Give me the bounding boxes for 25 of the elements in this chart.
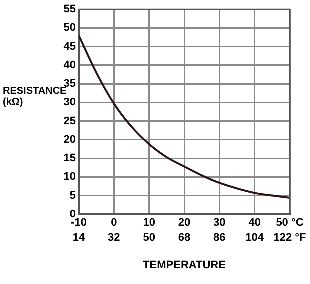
x-tick-label: 30 bbox=[214, 217, 226, 230]
x-tick-label: 10 bbox=[143, 217, 156, 230]
y-tick-label: 45 bbox=[64, 40, 76, 53]
x-tick-label: 40 bbox=[248, 217, 261, 230]
y-tick-label: 25 bbox=[64, 115, 76, 128]
x-axis-title: TEMPERATURE bbox=[143, 259, 226, 272]
x2-tick-label: 14 bbox=[72, 232, 86, 244]
x-tick-label: 20 bbox=[178, 217, 191, 230]
x2-tick-label: 86 bbox=[214, 232, 226, 244]
x2-tick-label: 32 bbox=[108, 232, 120, 244]
line-series bbox=[79, 34, 290, 200]
x2-tick-label: 122 °F bbox=[274, 232, 307, 244]
x2-tick-label: 68 bbox=[178, 232, 191, 244]
y-tick-label: 40 bbox=[64, 59, 76, 72]
x-tick-label: 50 °C bbox=[276, 217, 304, 230]
x2-tick-label: 50 bbox=[143, 232, 156, 244]
x-tick-label: 0 bbox=[111, 217, 118, 230]
y-tick-label: 15 bbox=[64, 152, 76, 165]
y-tick-label: 5 bbox=[70, 190, 76, 202]
y-tick-label: 10 bbox=[64, 171, 76, 184]
y-tick-label: 50 bbox=[64, 22, 76, 34]
y-tick-label: 55 bbox=[64, 4, 76, 16]
y-tick-label: 30 bbox=[64, 96, 76, 109]
x2-tick-label: 104 bbox=[246, 232, 265, 244]
y-tick-label: 20 bbox=[64, 134, 76, 146]
